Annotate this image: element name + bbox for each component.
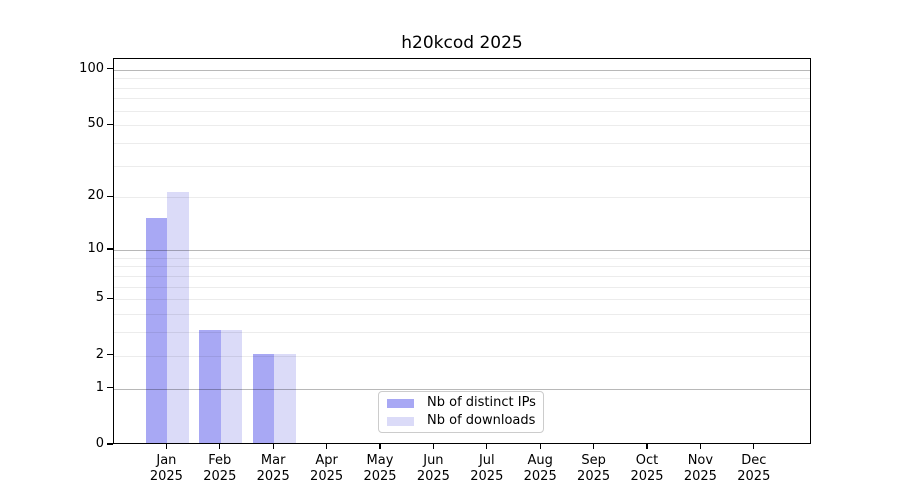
y-tick-label-0: 0 xyxy=(95,436,104,451)
x-tick-jan xyxy=(165,444,168,449)
gridline-minor-2 xyxy=(114,355,810,357)
y-tick-label-20: 20 xyxy=(87,188,104,204)
x-tick-label-jun: Jun 2025 xyxy=(416,453,450,484)
y-tick-2 xyxy=(107,353,113,356)
x-tick-label-jul: Jul 2025 xyxy=(470,453,504,484)
gridline-major-10 xyxy=(114,250,810,252)
gridline-minor-30 xyxy=(114,165,810,167)
x-tick-dec xyxy=(753,444,755,449)
legend: Nb of distinct IPs Nb of downloads xyxy=(378,391,544,433)
legend-swatch-downloads xyxy=(387,416,414,426)
y-tick-50 xyxy=(107,123,113,126)
gridline-minor-20 xyxy=(114,197,810,199)
y-tick-20 xyxy=(107,195,113,198)
x-tick-label-aug: Aug 2025 xyxy=(523,453,557,484)
gridline-major-1 xyxy=(114,388,810,390)
y-tick-10 xyxy=(107,248,113,250)
y-tick-label-100: 100 xyxy=(79,60,104,76)
gridline-minor-7 xyxy=(114,275,810,277)
legend-swatch-distinct-ips xyxy=(387,398,414,408)
bar-distinct-ips-jan xyxy=(145,217,168,443)
gridline-minor-3 xyxy=(114,332,810,334)
x-tick-feb xyxy=(219,444,221,449)
gridline-minor-70 xyxy=(114,98,810,100)
gridline-minor-5 xyxy=(114,299,810,301)
x-tick-may xyxy=(379,444,381,449)
x-tick-label-oct: Oct 2025 xyxy=(630,453,664,484)
x-tick-label-sep: Sep 2025 xyxy=(577,453,611,484)
x-tick-mar xyxy=(272,444,274,449)
plot-area xyxy=(113,58,811,444)
gridline-minor-50 xyxy=(114,125,810,127)
x-tick-nov xyxy=(699,444,702,449)
x-tick-label-jan: Jan 2025 xyxy=(149,453,183,484)
gridline-major-100 xyxy=(114,69,810,71)
x-tick-label-may: May 2025 xyxy=(363,453,397,484)
y-tick-label-5: 5 xyxy=(95,290,104,306)
x-tick-sep xyxy=(592,444,595,449)
x-tick-jun xyxy=(432,444,435,449)
gridline-minor-60 xyxy=(114,110,810,112)
x-tick-jul xyxy=(486,444,488,449)
x-tick-aug xyxy=(539,444,541,449)
x-tick-oct xyxy=(646,444,648,449)
y-tick-100 xyxy=(107,68,113,70)
x-tick-label-mar: Mar 2025 xyxy=(256,453,290,484)
x-tick-apr xyxy=(325,444,328,449)
gridline-minor-8 xyxy=(114,266,810,268)
x-tick-label-dec: Dec 2025 xyxy=(737,453,771,484)
gridline-minor-6 xyxy=(114,286,810,288)
legend-entry-downloads: Nb of downloads xyxy=(387,414,543,428)
y-tick-label-10: 10 xyxy=(87,241,104,257)
bar-distinct-ips-mar xyxy=(252,353,275,443)
legend-label-downloads: Nb of downloads xyxy=(427,413,536,428)
x-tick-label-nov: Nov 2025 xyxy=(683,453,717,484)
y-tick-label-1: 1 xyxy=(95,379,104,395)
x-tick-label-apr: Apr 2025 xyxy=(310,453,344,484)
gridline-minor-40 xyxy=(114,143,810,145)
gridline-minor-4 xyxy=(114,314,810,316)
bar-distinct-ips-feb xyxy=(199,330,221,443)
bar-downloads-jan xyxy=(167,191,189,443)
y-tick-5 xyxy=(107,297,113,300)
gridline-minor-90 xyxy=(114,78,810,80)
y-tick-label-2: 2 xyxy=(95,346,104,362)
chart-title: h20kcod 2025 xyxy=(401,33,523,53)
gridline-minor-80 xyxy=(114,87,810,89)
x-tick-label-feb: Feb 2025 xyxy=(203,453,237,484)
legend-label-distinct-ips: Nb of distinct IPs xyxy=(427,395,536,410)
y-tick-1 xyxy=(107,386,113,389)
bar-downloads-feb xyxy=(220,330,243,443)
y-tick-label-50: 50 xyxy=(87,116,104,132)
legend-entry-distinct-ips: Nb of distinct IPs xyxy=(387,396,543,410)
bar-downloads-mar xyxy=(274,353,296,443)
y-tick-0 xyxy=(107,443,113,445)
gridline-minor-9 xyxy=(114,257,810,259)
